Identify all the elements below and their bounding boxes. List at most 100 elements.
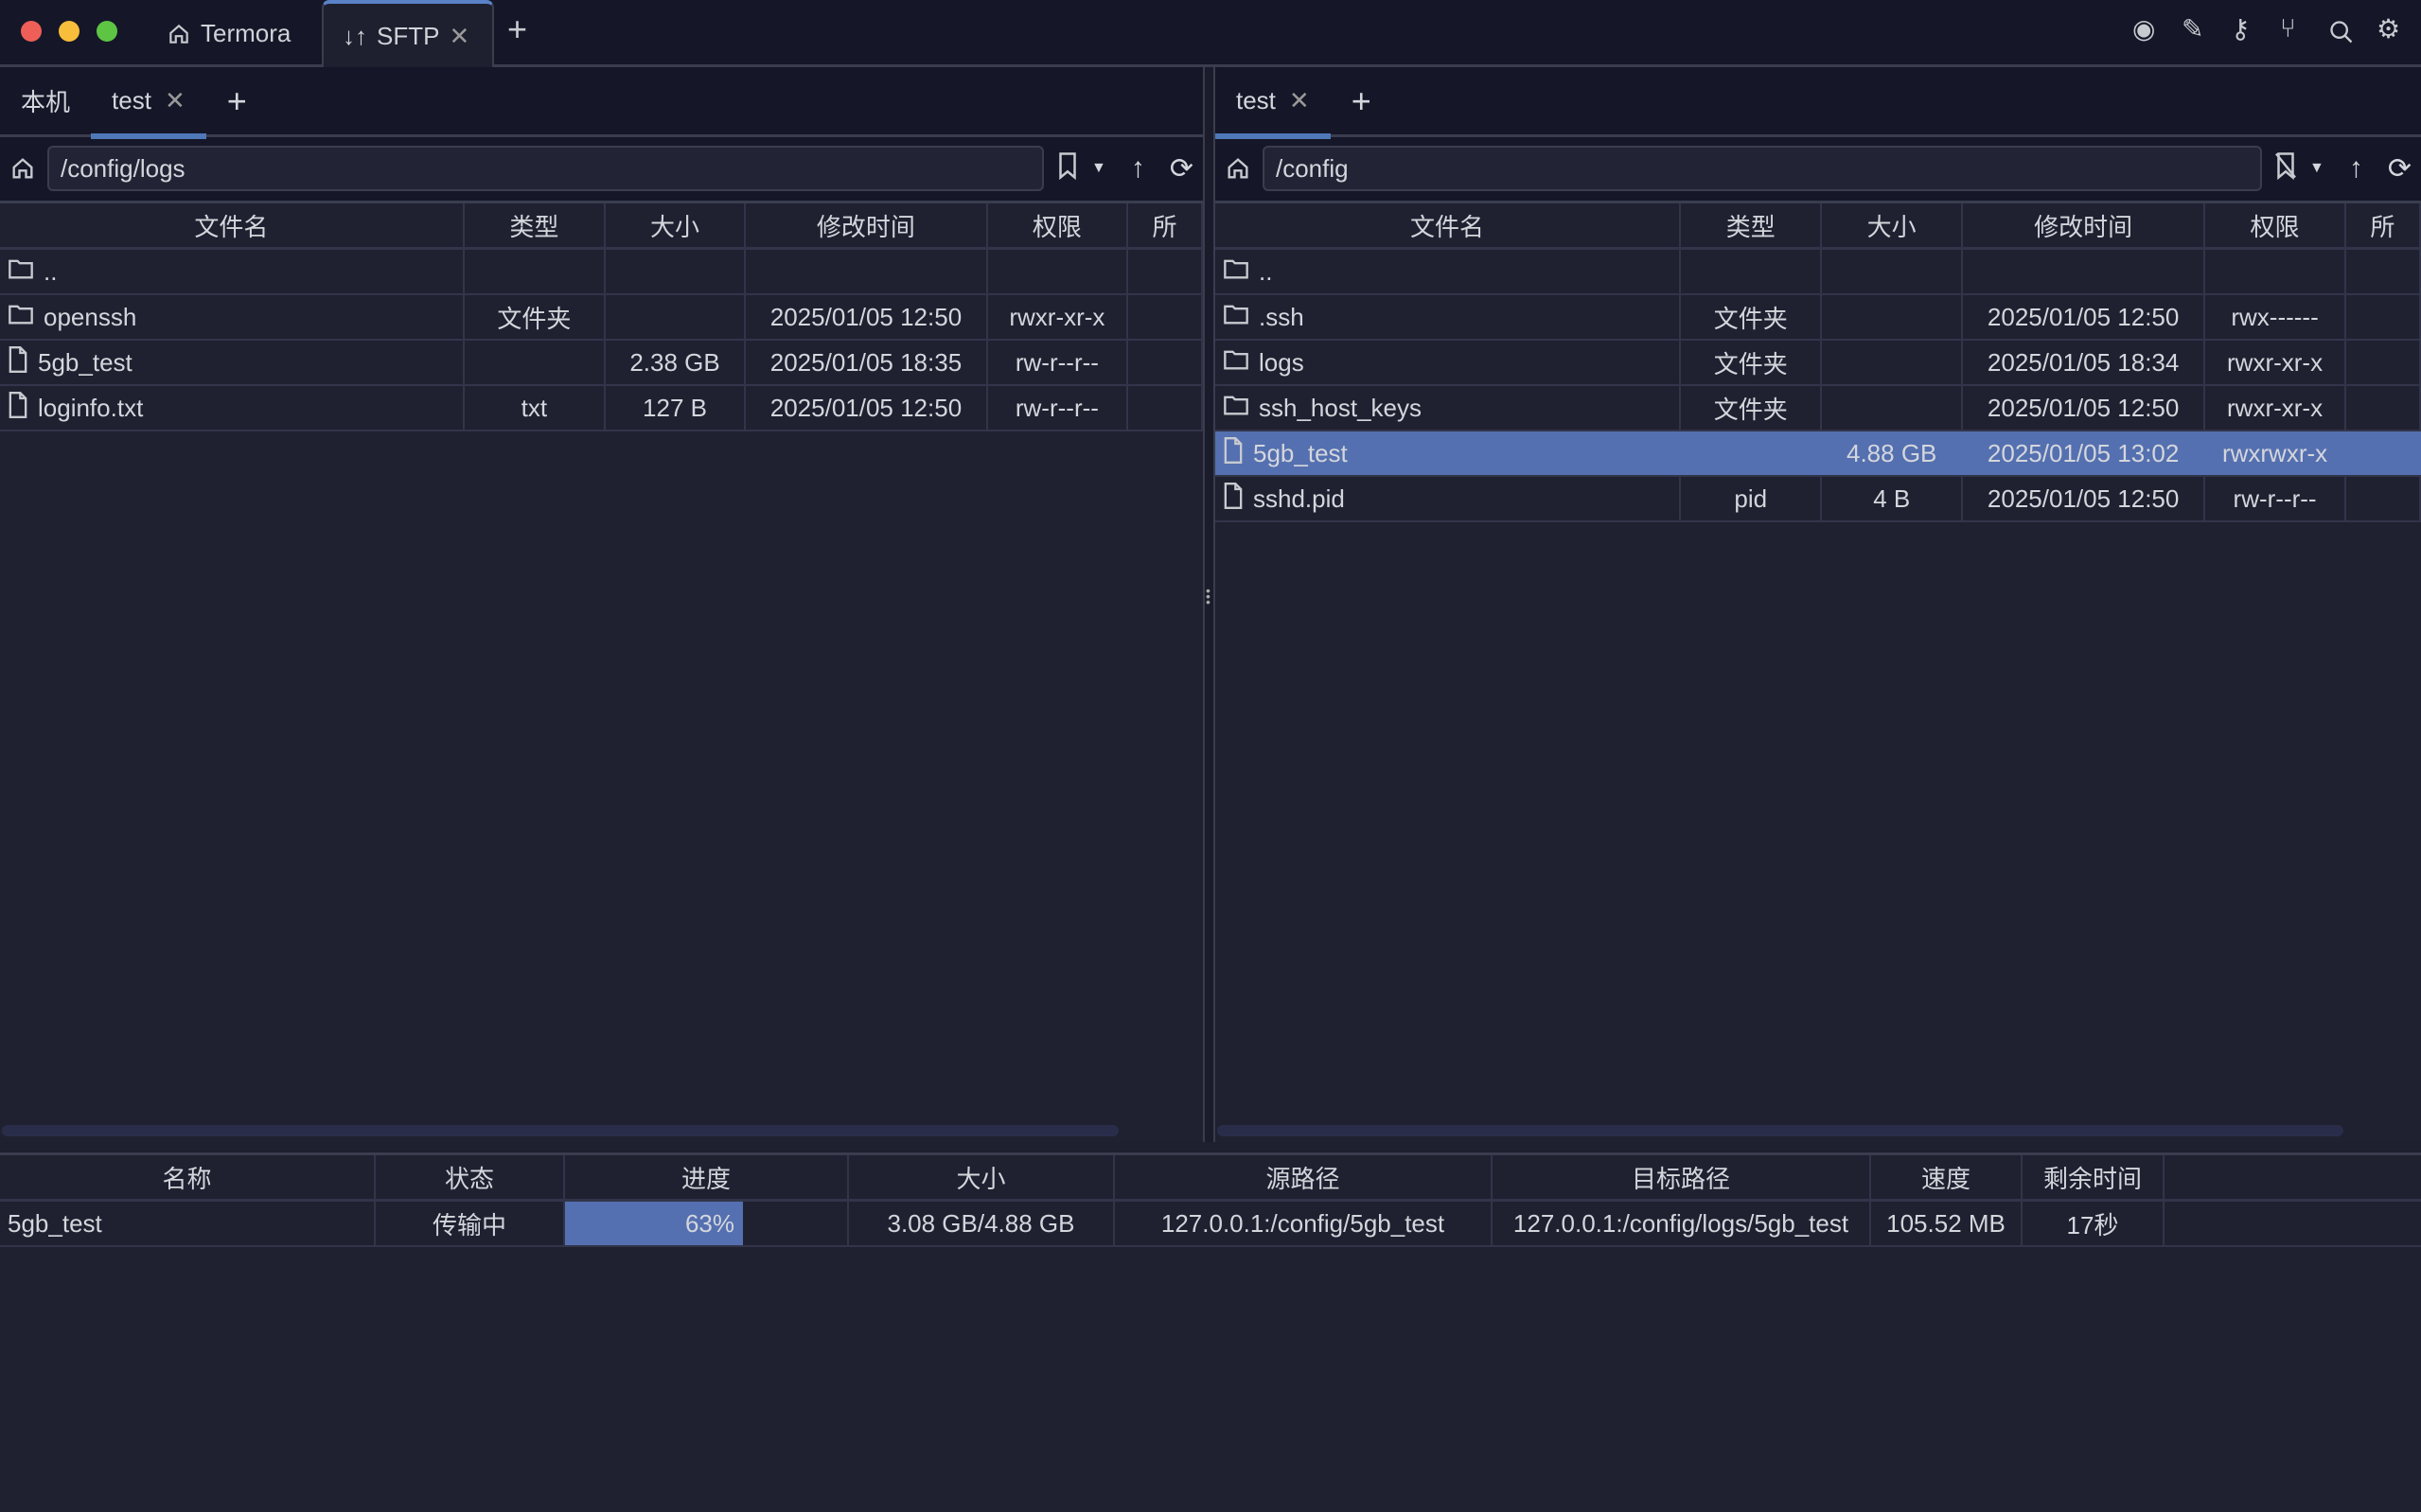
cell-size: 127 B [606,386,747,430]
header-label: 文件名 [194,212,269,241]
cell-size: 4.88 GB [1822,431,1963,475]
bookmark-dropdown-icon[interactable]: ▼ [1091,160,1106,176]
column-header[interactable]: 所 [1128,203,1203,247]
column-header[interactable]: 进度 [565,1155,849,1199]
close-tab-icon[interactable]: ✕ [1288,86,1310,114]
cell-type-text: 文件夹 [1713,395,1788,424]
column-header[interactable]: 速度 [1871,1155,2023,1199]
file-row[interactable]: logs 文件夹 2025/01/05 18:34 rwxr-xr-x [1215,341,2421,386]
maximize-window-button[interactable] [97,21,117,42]
cell-size: 2.38 GB [606,341,747,384]
horizontal-scrollbar[interactable] [1217,1125,2343,1136]
cell-size [1822,295,1963,339]
header-label: 进度 [680,1164,731,1193]
column-header[interactable]: 修改时间 [746,203,988,247]
horizontal-scrollbar[interactable] [2,1125,1119,1136]
cell-source-text: 127.0.0.1:/config/5gb_test [1160,1208,1445,1238]
cell-type: 文件夹 [465,295,606,339]
column-header[interactable]: 大小 [606,203,747,247]
file-row[interactable]: .ssh 文件夹 2025/01/05 12:50 rwx------ [1215,295,2421,341]
transfer-row[interactable]: 5gb_test 传输中 63% 3.08 GB/4.88 GB 127.0.0.1:/… [0,1202,2421,1247]
bookmark-icon[interactable] [1055,151,1080,186]
column-header[interactable]: 状态 [376,1155,565,1199]
record-icon[interactable]: ◉ [2132,14,2156,44]
file-row[interactable]: ssh_host_keys 文件夹 2025/01/05 12:50 rwxr-xr-… [1215,386,2421,431]
folder-icon [1223,257,1249,287]
column-header[interactable]: 类型 [1681,203,1823,247]
cell-perm-text: rw-r--r-- [2233,483,2317,513]
minimize-window-button[interactable] [59,21,80,42]
tab-termora[interactable]: Termora [148,0,309,67]
file-row[interactable]: openssh 文件夹 2025/01/05 12:50 rwxr-xr-x [0,295,1203,341]
home-icon[interactable] [9,155,36,182]
cell-mtime-text: 2025/01/05 18:34 [1987,347,2180,377]
new-tab-button[interactable]: + [507,9,528,48]
tab-test[interactable]: test ✕ [1215,66,1331,139]
cell-perm: rwxr-xr-x [988,295,1128,339]
bookmark-dropdown-icon[interactable]: ▼ [2309,160,2324,176]
file-row[interactable]: .. [0,250,1203,295]
cell-name: 5gb_test [0,1202,376,1245]
column-header[interactable]: 大小 [849,1155,1115,1199]
column-header[interactable]: 修改时间 [1963,203,2206,247]
column-header[interactable]: 目标路径 [1493,1155,1871,1199]
column-header[interactable]: 剩余时间 [2023,1155,2165,1199]
cell-perm-text: rwxr-xr-x [2227,393,2324,422]
file-row[interactable]: sshd.pid pid 4 B 2025/01/05 12:50 rw-r--r-- [1215,477,2421,522]
new-tab-button[interactable]: + [226,80,247,120]
cell-type-text: pid [1734,483,1768,513]
column-header[interactable]: 大小 [1822,203,1963,247]
local-pane: 本机 test ✕ + ▼ ↑ ⟳ 文件名 类型 大小 修改时间 权限 所.. openssh… [0,67,1203,1142]
file-row[interactable]: 5gb_test 4.88 GB 2025/01/05 13:02 rwxrwxr-x [1215,431,2421,477]
new-tab-button[interactable]: + [1351,80,1371,120]
pane-splitter[interactable]: • • • [1203,67,1215,1142]
home-icon[interactable] [1225,155,1251,182]
cell-name-text: 5gb_test [1253,438,1348,467]
column-header[interactable]: 权限 [2205,203,2346,247]
key-icon[interactable]: ⚷ [2231,14,2251,44]
parent-dir-icon[interactable]: ↑ [1130,152,1145,184]
cell-size [1822,341,1963,384]
cell-perm [988,250,1128,293]
column-header[interactable]: 文件名 [1215,203,1681,247]
git-branch-icon[interactable]: ⑂ [2280,13,2296,43]
cell-remaining: 17秒 [2023,1202,2165,1245]
tab-sftp[interactable]: ↓↑ SFTP ✕ [322,0,494,68]
cell-mtime-text: 2025/01/05 12:50 [769,393,963,422]
column-header[interactable]: 文件名 [0,203,465,247]
column-header[interactable]: 类型 [465,203,606,247]
close-tab-icon[interactable]: ✕ [164,86,186,114]
cell-perm-text: rw-r--r-- [1015,393,1099,422]
column-header[interactable]: 名称 [0,1155,376,1199]
tab-local[interactable]: 本机 [0,66,91,136]
close-tab-icon[interactable]: ✕ [449,21,470,50]
pencil-icon[interactable]: ✎ [2182,14,2204,44]
file-row[interactable]: .. [1215,250,2421,295]
header-label: 目标路径 [1631,1164,1730,1193]
file-row[interactable]: 5gb_test 2.38 GB 2025/01/05 18:35 rw-r--r-- [0,341,1203,386]
refresh-icon[interactable]: ⟳ [2387,152,2412,185]
tab-test[interactable]: test ✕ [91,66,206,139]
folder-icon [8,257,34,287]
header-label: 修改时间 [2034,212,2133,241]
cell-perm: rwxr-xr-x [2205,386,2346,430]
cell-name-text: openssh [44,302,137,331]
refresh-icon[interactable]: ⟳ [1169,152,1193,185]
search-icon[interactable] [2328,19,2355,52]
bookmark-off-icon[interactable] [2273,151,2298,186]
path-input[interactable] [1263,146,2263,191]
column-header[interactable]: 源路径 [1115,1155,1493,1199]
column-header[interactable]: 权限 [988,203,1128,247]
cell-name-text: .ssh [1259,302,1304,331]
cell-source: 127.0.0.1:/config/5gb_test [1115,1202,1493,1245]
column-header[interactable]: 所 [2346,203,2421,247]
cell-type-text: 文件夹 [1713,304,1788,333]
file-row[interactable]: loginfo.txt txt 127 B 2025/01/05 12:50 rw-r-… [0,386,1203,431]
path-input[interactable] [47,146,1045,191]
header-label: 大小 [1866,212,1917,241]
parent-dir-icon[interactable]: ↑ [2348,152,2363,184]
cell-type: txt [465,386,606,430]
cell-name-text: loginfo.txt [38,393,144,422]
close-window-button[interactable] [21,21,42,42]
gear-icon[interactable]: ⚙ [2377,14,2401,44]
